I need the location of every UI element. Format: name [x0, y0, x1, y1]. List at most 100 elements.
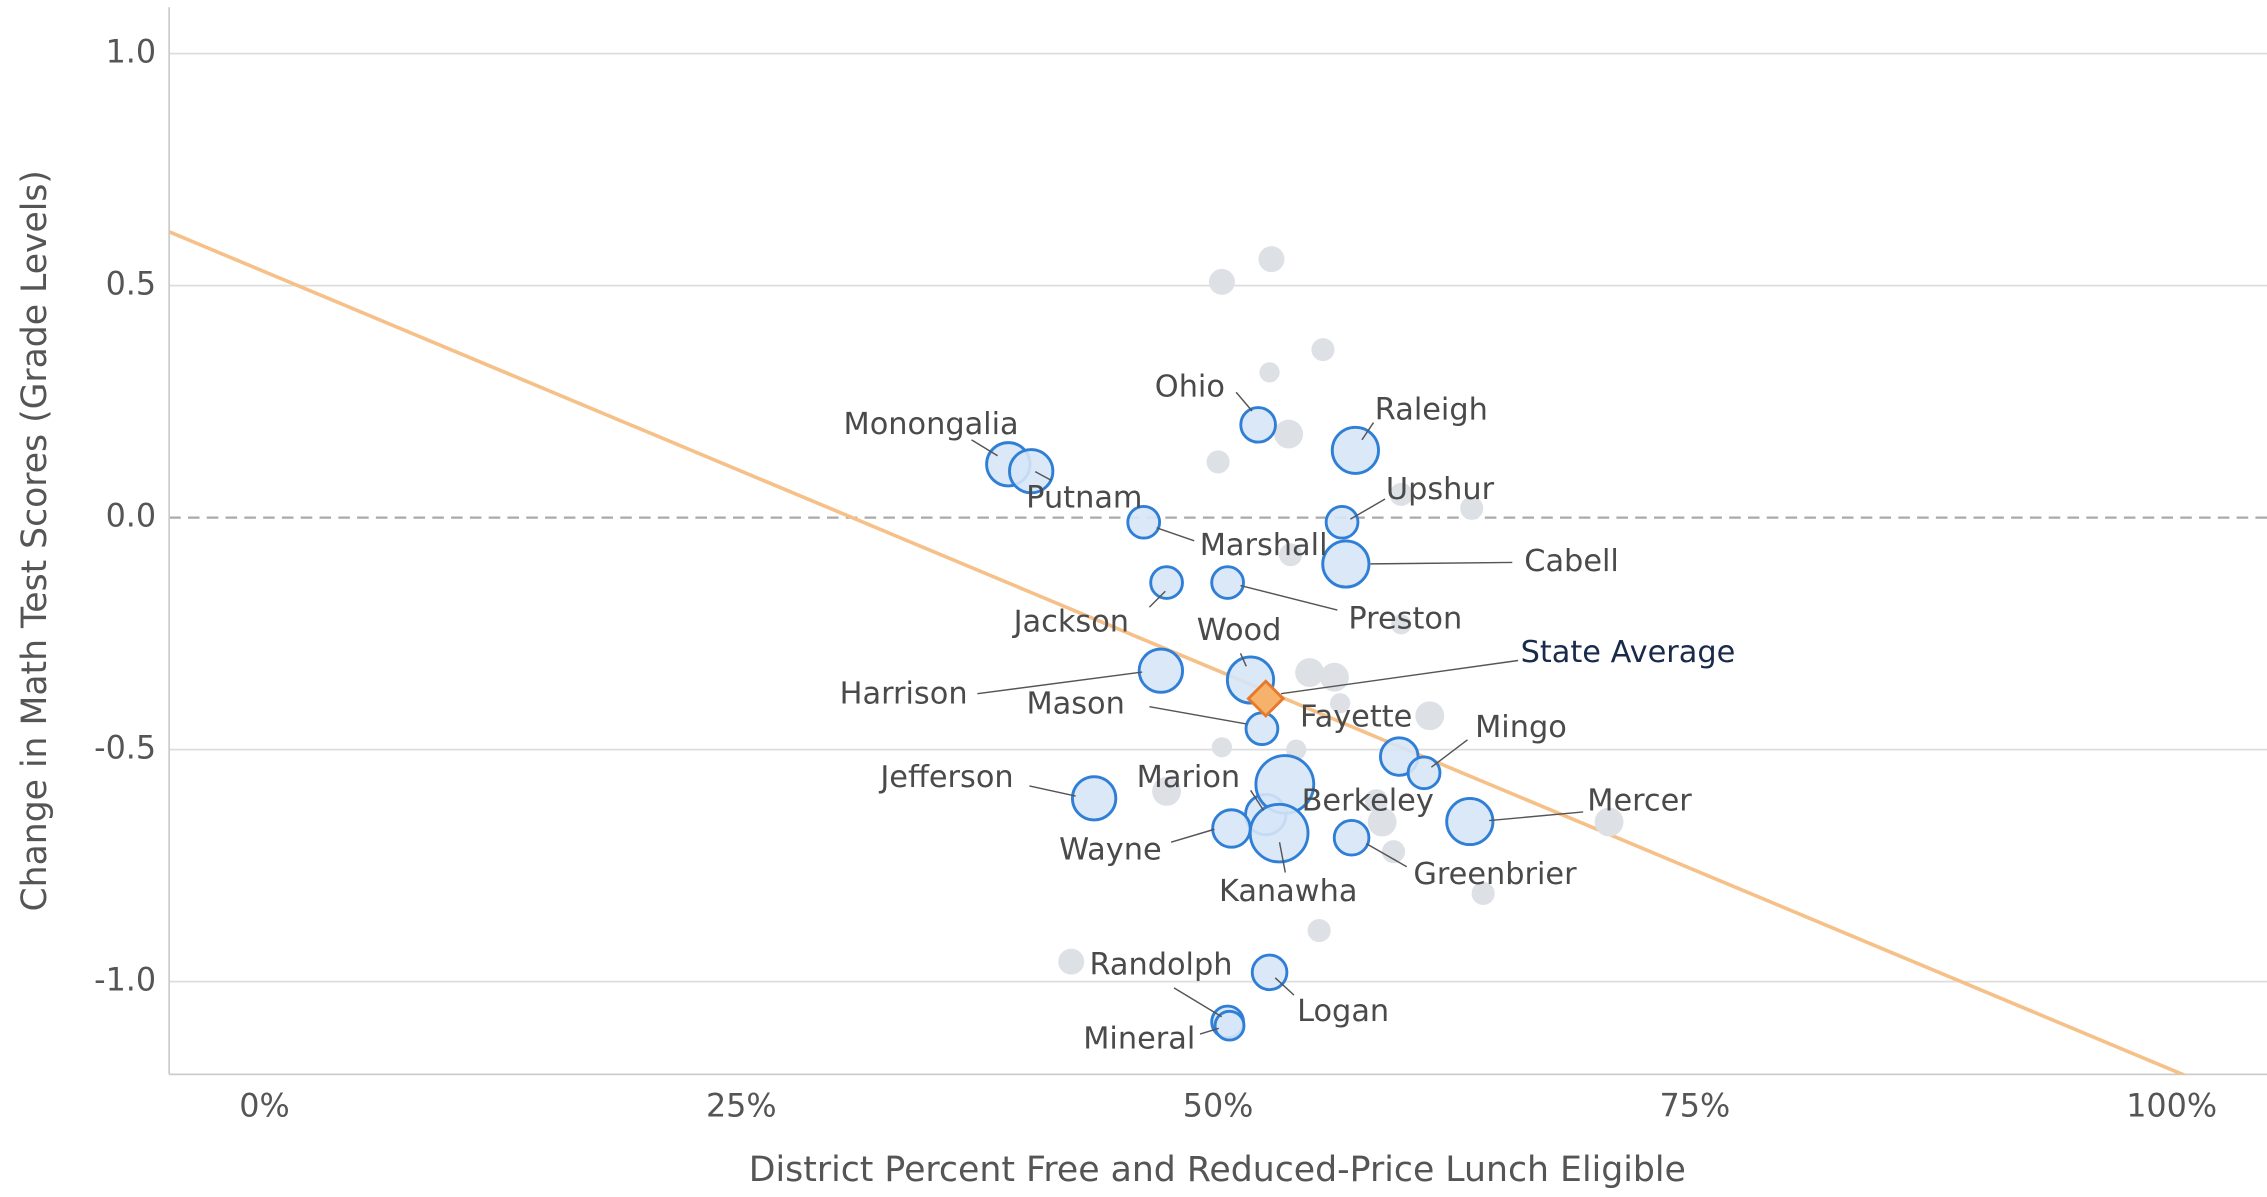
- x-axis-title: District Percent Free and Reduced-Price …: [749, 1150, 1686, 1190]
- point-label: Fayette: [1300, 700, 1412, 735]
- district-point: [1210, 565, 1245, 600]
- point-label: Preston: [1348, 602, 1462, 637]
- x-tick-label: 50%: [1183, 1089, 1254, 1125]
- point-label: Cabell: [1524, 544, 1619, 579]
- point-label: Logan: [1297, 994, 1389, 1029]
- district-point: [1137, 647, 1184, 694]
- other-district-point: [1367, 807, 1397, 837]
- point-label: Greenbrier: [1413, 857, 1577, 892]
- leader-line: [1156, 527, 1195, 542]
- other-district-point: [1206, 450, 1230, 474]
- leader-line: [977, 671, 1143, 695]
- point-label: Berkeley: [1302, 783, 1434, 818]
- other-district-point: [1258, 246, 1285, 273]
- leader-line: [1274, 977, 1295, 996]
- other-district-point: [1295, 658, 1325, 688]
- point-label: Putnam: [1026, 481, 1142, 516]
- other-district-point: [1415, 701, 1445, 731]
- district-point: [1008, 448, 1055, 495]
- leader-line: [971, 439, 998, 457]
- y-tick-label: 0.0: [106, 499, 157, 535]
- other-district-point: [1381, 840, 1406, 864]
- point-label: Jackson: [1012, 605, 1129, 640]
- leader-line: [1430, 739, 1468, 768]
- district-point: [1248, 802, 1310, 864]
- leader-line: [1149, 705, 1247, 725]
- other-district-point: [1274, 419, 1304, 449]
- leader-line: [1489, 811, 1584, 822]
- leader-line: [1370, 561, 1513, 565]
- point-label: Mineral: [1083, 1021, 1195, 1056]
- leader-line: [1235, 391, 1253, 412]
- district-point: [1211, 808, 1252, 849]
- point-label: Marshall: [1200, 528, 1328, 563]
- district-point: [1332, 819, 1371, 857]
- leader-line: [1240, 584, 1338, 611]
- other-district-point: [1278, 543, 1303, 567]
- other-district-point: [1471, 881, 1495, 905]
- point-label: Raleigh: [1375, 393, 1488, 428]
- point-label: Monongalia: [844, 407, 1019, 442]
- other-district-point: [1208, 268, 1235, 295]
- leader-line: [1173, 987, 1223, 1018]
- leader-line: [1199, 1027, 1220, 1035]
- district-point: [1406, 755, 1442, 791]
- leader-line: [1350, 498, 1386, 520]
- x-tick-label: 0%: [239, 1089, 289, 1125]
- district-point: [1324, 504, 1360, 540]
- y-tick-label: -0.5: [94, 731, 156, 767]
- state-average-label: State Average: [1521, 635, 1736, 670]
- leader-line: [1034, 470, 1052, 481]
- y-tick-label: -1.0: [94, 963, 156, 999]
- x-tick-label: 100%: [2126, 1089, 2217, 1125]
- other-district-point: [1211, 737, 1233, 758]
- leader-line: [1029, 785, 1076, 797]
- point-label: Upshur: [1386, 472, 1495, 507]
- other-district-point: [1259, 362, 1280, 383]
- other-district-point: [1307, 919, 1331, 943]
- district-point: [1244, 711, 1280, 747]
- leader-line: [1239, 653, 1247, 667]
- other-district-point: [1389, 482, 1413, 506]
- point-label: Jefferson: [878, 760, 1013, 795]
- leader-line: [1361, 422, 1375, 441]
- district-point: [1149, 565, 1184, 600]
- x-tick-label: 75%: [1660, 1089, 1731, 1125]
- point-label: Wayne: [1059, 832, 1162, 867]
- point-label: Marion: [1137, 760, 1241, 795]
- point-label: Randolph: [1089, 948, 1232, 983]
- point-label: Ohio: [1155, 369, 1225, 404]
- other-district-point: [1391, 614, 1412, 635]
- district-point: [1239, 406, 1277, 444]
- other-district-point: [1058, 948, 1085, 975]
- leader-line: [1280, 659, 1519, 695]
- y-axis-title: Change in Math Test Scores (Grade Levels…: [15, 170, 55, 911]
- other-district-point: [1594, 807, 1624, 837]
- leader-line: [1365, 843, 1408, 868]
- district-point: [1445, 797, 1495, 847]
- trend-line: [169, 230, 2188, 1075]
- y-tick-label: 0.5: [106, 267, 157, 303]
- other-district-point: [1311, 338, 1335, 362]
- point-label: Wood: [1197, 613, 1282, 648]
- district-point: [1126, 504, 1162, 540]
- point-label: Kanawha: [1219, 874, 1357, 909]
- leader-line: [1148, 590, 1166, 608]
- x-tick-label: 25%: [706, 1089, 777, 1125]
- leader-line: [1250, 789, 1265, 811]
- plot-area: [169, 230, 2188, 1075]
- point-label: Mingo: [1475, 710, 1567, 745]
- other-district-point: [1319, 662, 1349, 692]
- district-point: [1321, 539, 1371, 589]
- district-point: [1213, 1009, 1246, 1042]
- state-average-marker: [1246, 679, 1286, 718]
- leader-line: [1170, 828, 1215, 843]
- other-district-point: [1152, 776, 1182, 806]
- point-label: Mason: [1026, 687, 1124, 722]
- other-district-point: [1364, 789, 1388, 813]
- leader-line: [1278, 842, 1287, 873]
- point-label: Harrison: [840, 677, 968, 712]
- y-tick-label: 1.0: [106, 35, 157, 71]
